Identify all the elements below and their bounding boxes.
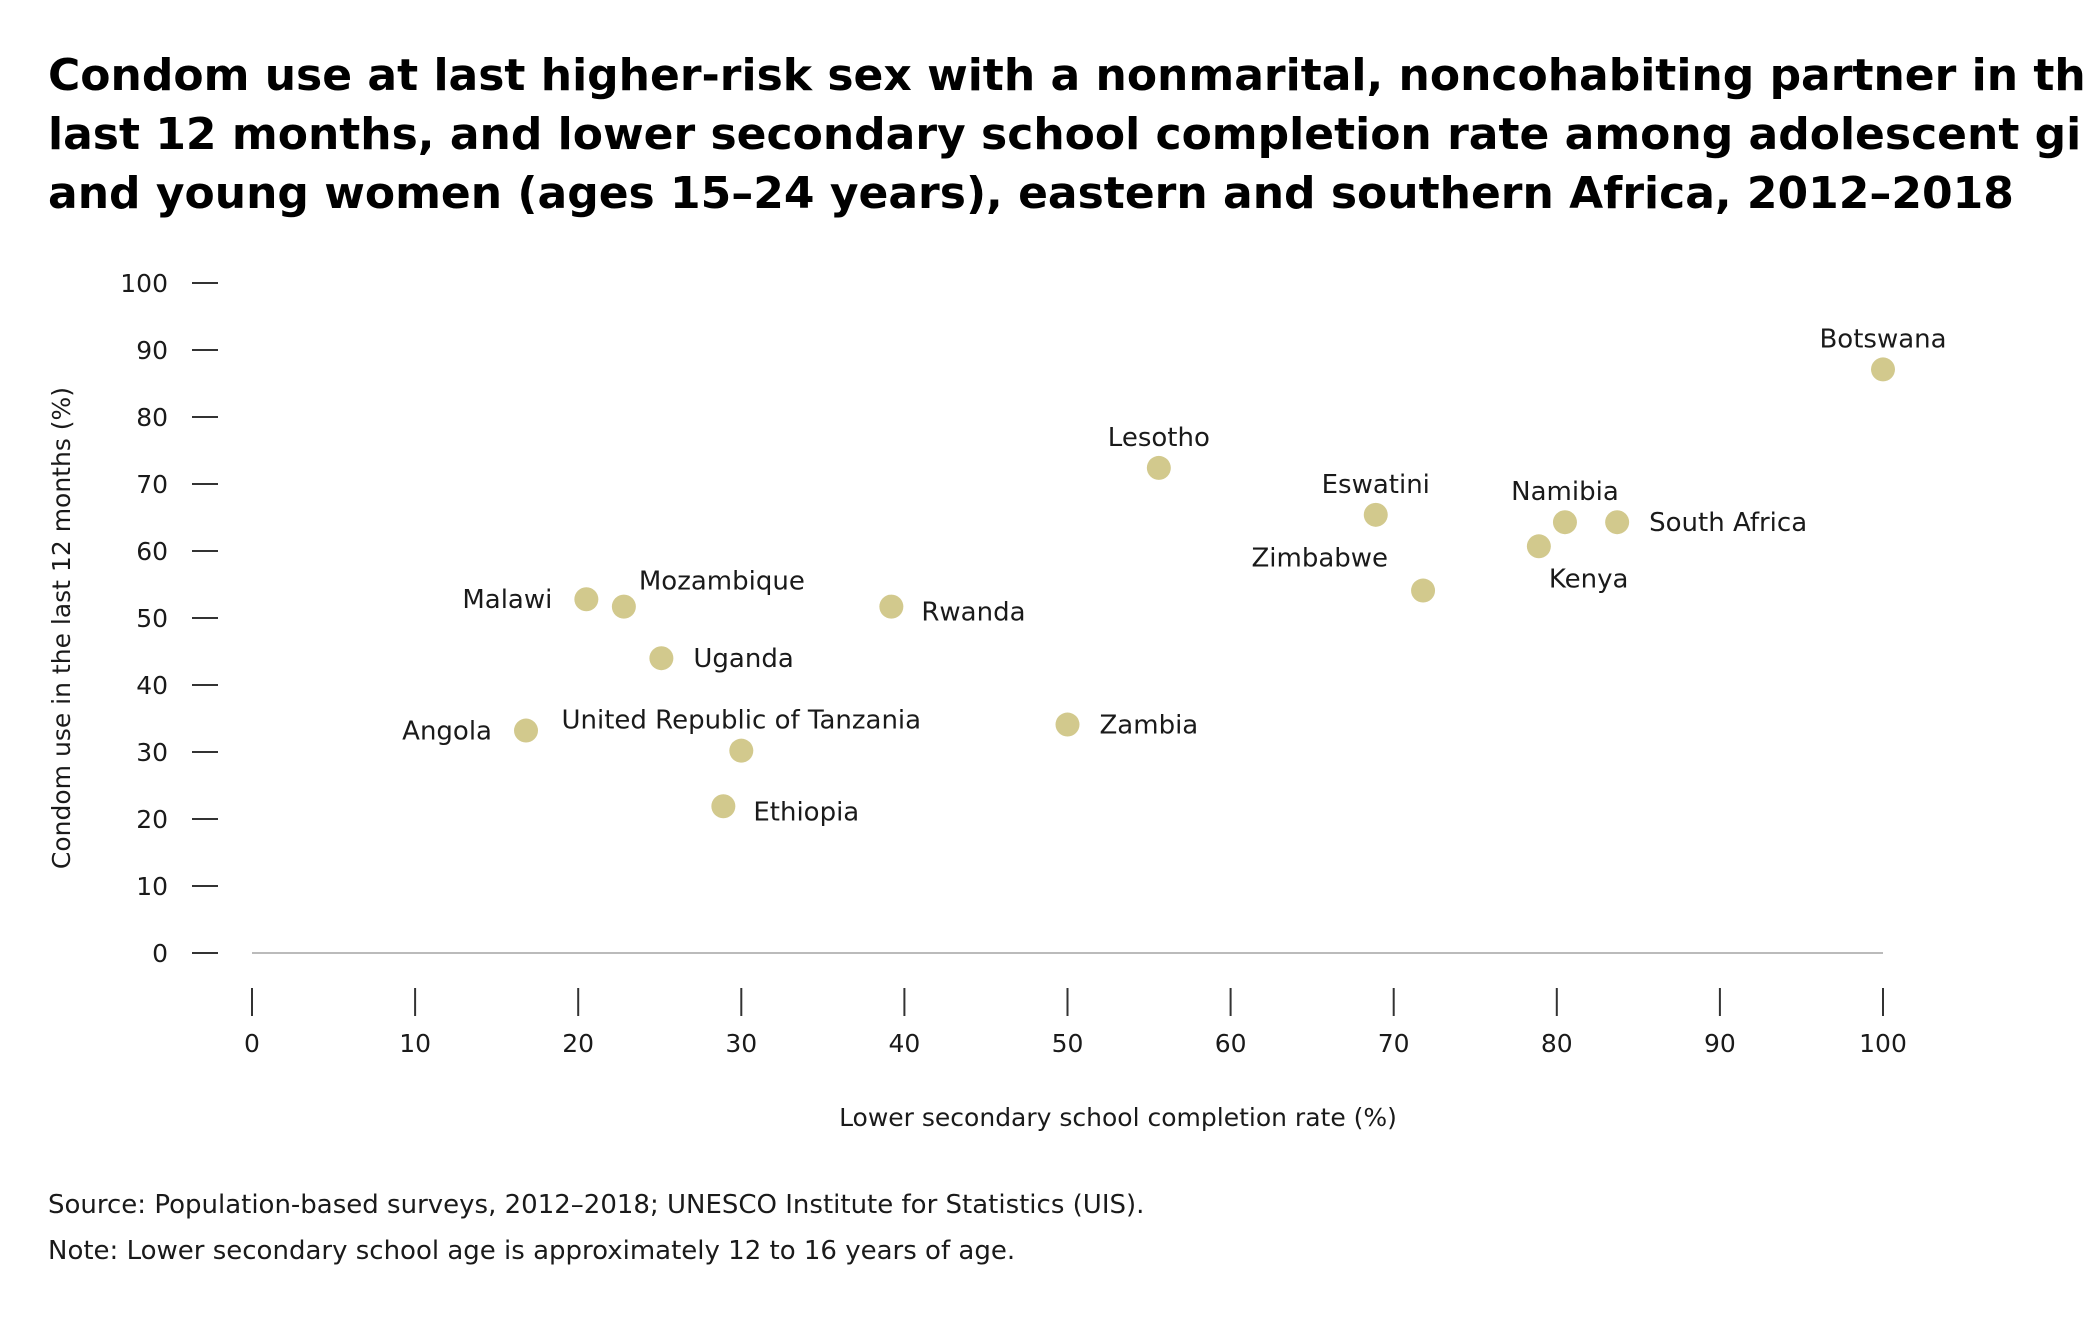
y-tick-label: 10 (136, 872, 168, 901)
y-tick-label: 80 (136, 403, 168, 432)
y-axis-label: Condom use in the last 12 months (%) (47, 387, 76, 869)
data-point (879, 594, 904, 619)
data-point (711, 794, 736, 819)
x-tick-label: 30 (725, 1029, 757, 1058)
data-point-label: Ethiopia (753, 797, 859, 827)
x-tick-label: 100 (1859, 1029, 1907, 1058)
data-point-label: Kenya (1549, 564, 1629, 594)
y-tick-label: 90 (136, 336, 168, 365)
data-point (1411, 578, 1436, 603)
data-point-label: South Africa (1649, 508, 1807, 538)
x-tick-label: 50 (1052, 1029, 1084, 1058)
data-point-label: Mozambique (639, 567, 805, 597)
y-axis: 0 10 20 30 40 50 60 70 80 90 100 (120, 269, 218, 968)
y-tick-label: 0 (152, 939, 168, 968)
data-point (649, 646, 674, 671)
data-point (1055, 712, 1080, 737)
data-point (514, 718, 539, 743)
y-tick-label: 70 (136, 470, 168, 499)
data-point-label: United Republic of Tanzania (561, 706, 921, 736)
x-tick-label: 0 (244, 1029, 260, 1058)
data-point (1605, 510, 1630, 535)
x-tick-label: 90 (1704, 1029, 1736, 1058)
x-axis-label: Lower secondary school completion rate (… (839, 1103, 1397, 1132)
data-point-label: Uganda (693, 644, 793, 674)
chart-title: Condom use at last higher-risk sex with … (48, 46, 2084, 223)
x-tick-label: 80 (1541, 1029, 1573, 1058)
data-point-label: Namibia (1511, 477, 1619, 507)
x-tick-label: 40 (888, 1029, 920, 1058)
footnote: Note: Lower secondary school age is appr… (48, 1236, 1016, 1266)
data-point-label: Zimbabwe (1251, 544, 1388, 574)
data-points: Angola Malawi Mozambique Uganda Ethiopia Unit… (402, 324, 1946, 827)
y-tick-label: 20 (136, 805, 168, 834)
data-point (729, 738, 754, 763)
data-point (611, 594, 636, 619)
chart-title-line: and young women (ages 15–24 years), east… (48, 168, 2014, 219)
x-tick-label: 60 (1215, 1029, 1247, 1058)
y-tick-label: 50 (136, 604, 168, 633)
data-point-label: Lesotho (1108, 423, 1210, 453)
data-point-label: Eswatini (1322, 470, 1430, 500)
y-tick-label: 30 (136, 738, 168, 767)
x-tick-label: 10 (399, 1029, 431, 1058)
data-point-label: Zambia (1100, 711, 1199, 741)
data-point-label: Malawi (462, 585, 552, 615)
x-tick-label: 20 (562, 1029, 594, 1058)
data-point (1526, 534, 1551, 559)
data-point (1871, 357, 1895, 382)
data-point-label: Angola (402, 717, 492, 747)
data-point (574, 587, 599, 612)
data-point-label: Botswana (1819, 324, 1946, 354)
chart-title-line: Condom use at last higher-risk sex with … (48, 50, 2084, 101)
y-tick-label: 60 (136, 537, 168, 566)
x-tick-label: 70 (1378, 1029, 1410, 1058)
source-note: Source: Population-based surveys, 2012–2… (48, 1190, 1145, 1220)
y-tick-label: 100 (120, 269, 168, 298)
data-point (1146, 455, 1171, 480)
chart-title-line: last 12 months, and lower secondary scho… (48, 109, 2084, 160)
y-tick-label: 40 (136, 671, 168, 700)
data-point (1552, 510, 1577, 535)
x-axis: 0 10 20 30 40 50 60 70 80 90 100 (244, 952, 1907, 1058)
data-point (1363, 502, 1388, 527)
data-point-label: Rwanda (921, 598, 1025, 628)
